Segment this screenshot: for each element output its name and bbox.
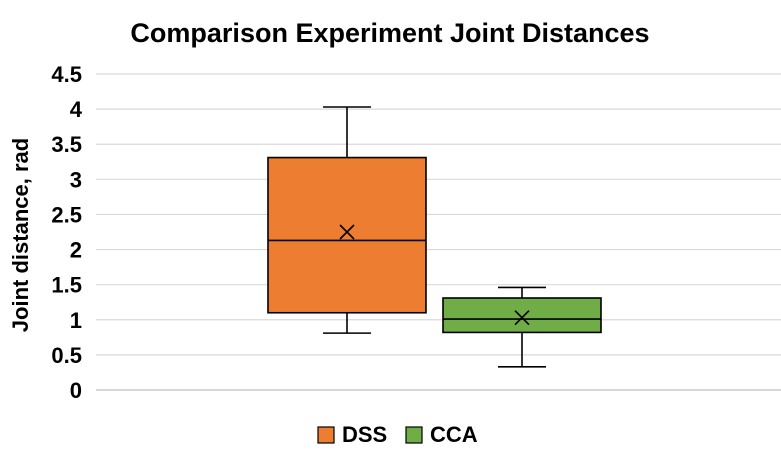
chart-title: Comparison Experiment Joint Distances (130, 18, 649, 48)
gridlines (96, 73, 781, 356)
mean-marker (514, 310, 530, 326)
series-boxes (267, 106, 602, 368)
y-tick-label: 2.5 (51, 202, 82, 227)
iqr-box (442, 297, 602, 334)
y-tick-label: 1.5 (51, 273, 82, 298)
y-tick-label: 3.5 (51, 132, 82, 157)
y-axis-ticks: 0 0.5 1 1.5 2 2.5 3 3.5 4 4.5 (51, 62, 82, 403)
legend: DSS CCA (317, 422, 478, 447)
y-tick-label: 0 (70, 378, 82, 403)
legend-item-cca: CCA (405, 422, 478, 447)
y-tick-label: 1 (70, 308, 82, 333)
y-tick-label: 4 (70, 97, 83, 122)
iqr-box (267, 156, 427, 314)
y-tick-label: 3 (70, 167, 82, 192)
legend-label: DSS (342, 422, 387, 447)
legend-item-dss: DSS (317, 422, 387, 447)
legend-swatch (317, 426, 335, 444)
series-cca-box (442, 286, 602, 368)
legend-swatch (405, 426, 423, 444)
y-tick-label: 2 (70, 238, 82, 263)
legend-label: CCA (430, 422, 478, 447)
y-tick-label: 0.5 (51, 343, 82, 368)
series-dss-box (267, 106, 427, 334)
y-tick-label: 4.5 (51, 62, 82, 87)
y-axis-title: Joint distance, rad (8, 138, 33, 332)
mean-marker (339, 224, 355, 240)
